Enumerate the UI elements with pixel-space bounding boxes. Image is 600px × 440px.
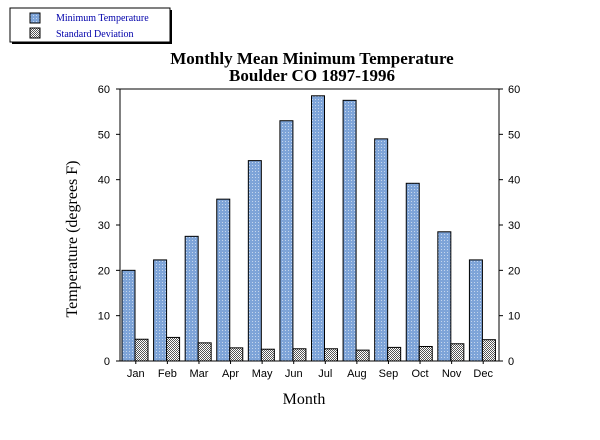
legend: Minimum Temperature Standard Deviation xyxy=(9,7,172,44)
x-tick-label-apr: Apr xyxy=(222,368,239,380)
legend-swatch-std-dev xyxy=(29,27,41,39)
x-tick-label-jan: Jan xyxy=(127,368,145,380)
bar-minimum-temperature-may xyxy=(247,160,262,362)
bar-standard-deviation-apr xyxy=(229,347,244,362)
y-axis-label: Temperature (degrees F) xyxy=(64,160,81,317)
x-tick-label-jul: Jul xyxy=(318,368,332,380)
chart-subtitle: Boulder CO 1897-1996 xyxy=(229,66,395,85)
x-tick-label-dec: Dec xyxy=(473,368,493,380)
y-tick-label-left-20: 20 xyxy=(98,265,110,277)
legend-label-std-dev: Standard Deviation xyxy=(56,29,133,40)
bar-minimum-temperature-mar xyxy=(184,235,199,362)
bar-minimum-temperature-aug xyxy=(342,99,357,362)
bar-standard-deviation-feb xyxy=(166,336,181,362)
bar-standard-deviation-jun xyxy=(292,348,307,362)
y-tick-label-right-50: 50 xyxy=(508,129,520,141)
bar-standard-deviation-jan xyxy=(134,338,149,362)
x-tick-label-aug: Aug xyxy=(347,368,367,380)
y-tick-label-right-20: 20 xyxy=(508,265,520,277)
x-tick-label-jun: Jun xyxy=(285,368,303,380)
x-axis-label: Month xyxy=(283,391,326,408)
x-tick-label-nov: Nov xyxy=(442,368,462,380)
bar-minimum-temperature-jun xyxy=(279,120,294,362)
bar-standard-deviation-dec xyxy=(481,339,496,362)
x-tick-label-oct: Oct xyxy=(411,368,428,380)
bar-standard-deviation-oct xyxy=(418,345,433,362)
y-tick-label-right-0: 0 xyxy=(508,356,514,368)
y-tick-label-right-60: 60 xyxy=(508,84,520,96)
y-tick-label-left-30: 30 xyxy=(98,220,110,232)
bar-minimum-temperature-oct xyxy=(405,182,420,362)
bar-minimum-temperature-jan xyxy=(121,269,136,362)
y-tick-label-left-0: 0 xyxy=(104,356,110,368)
legend-swatch-min-temp xyxy=(29,12,41,24)
chart-title: Monthly Mean Minimum Temperature xyxy=(170,49,454,68)
x-tick-label-feb: Feb xyxy=(158,368,177,380)
bar-standard-deviation-mar xyxy=(197,342,212,362)
y-tick-label-right-30: 30 xyxy=(508,220,520,232)
bar-standard-deviation-jul xyxy=(324,348,338,362)
bar-minimum-temperature-apr xyxy=(216,198,231,362)
bar-minimum-temperature-feb xyxy=(153,259,168,362)
bar-minimum-temperature-jul xyxy=(311,95,325,362)
bar-standard-deviation-may xyxy=(260,348,275,362)
y-tick-label-right-40: 40 xyxy=(508,175,520,187)
bar-minimum-temperature-nov xyxy=(437,231,452,362)
bar-standard-deviation-nov xyxy=(450,343,465,362)
y-tick-label-left-40: 40 xyxy=(98,175,110,187)
bar-standard-deviation-aug xyxy=(355,349,370,362)
x-tick-label-mar: Mar xyxy=(189,368,208,380)
x-tick-label-sep: Sep xyxy=(379,368,399,380)
bar-standard-deviation-sep xyxy=(387,346,402,362)
y-tick-label-left-60: 60 xyxy=(98,84,110,96)
bar-minimum-temperature-sep xyxy=(374,138,389,362)
bar-minimum-temperature-dec xyxy=(468,259,483,362)
y-tick-label-right-10: 10 xyxy=(508,311,520,323)
axis-ticks: 0 0 10 10 20 20 30 30 40 40 50 50 60 60 Jan Feb Mar Apr Ma… xyxy=(98,84,521,380)
y-tick-label-left-50: 50 xyxy=(98,129,110,141)
legend-label-min-temp: Minimum Temperature xyxy=(56,13,149,24)
x-tick-label-may: May xyxy=(252,368,273,380)
bar-group xyxy=(121,95,496,362)
y-tick-label-left-10: 10 xyxy=(98,311,110,323)
